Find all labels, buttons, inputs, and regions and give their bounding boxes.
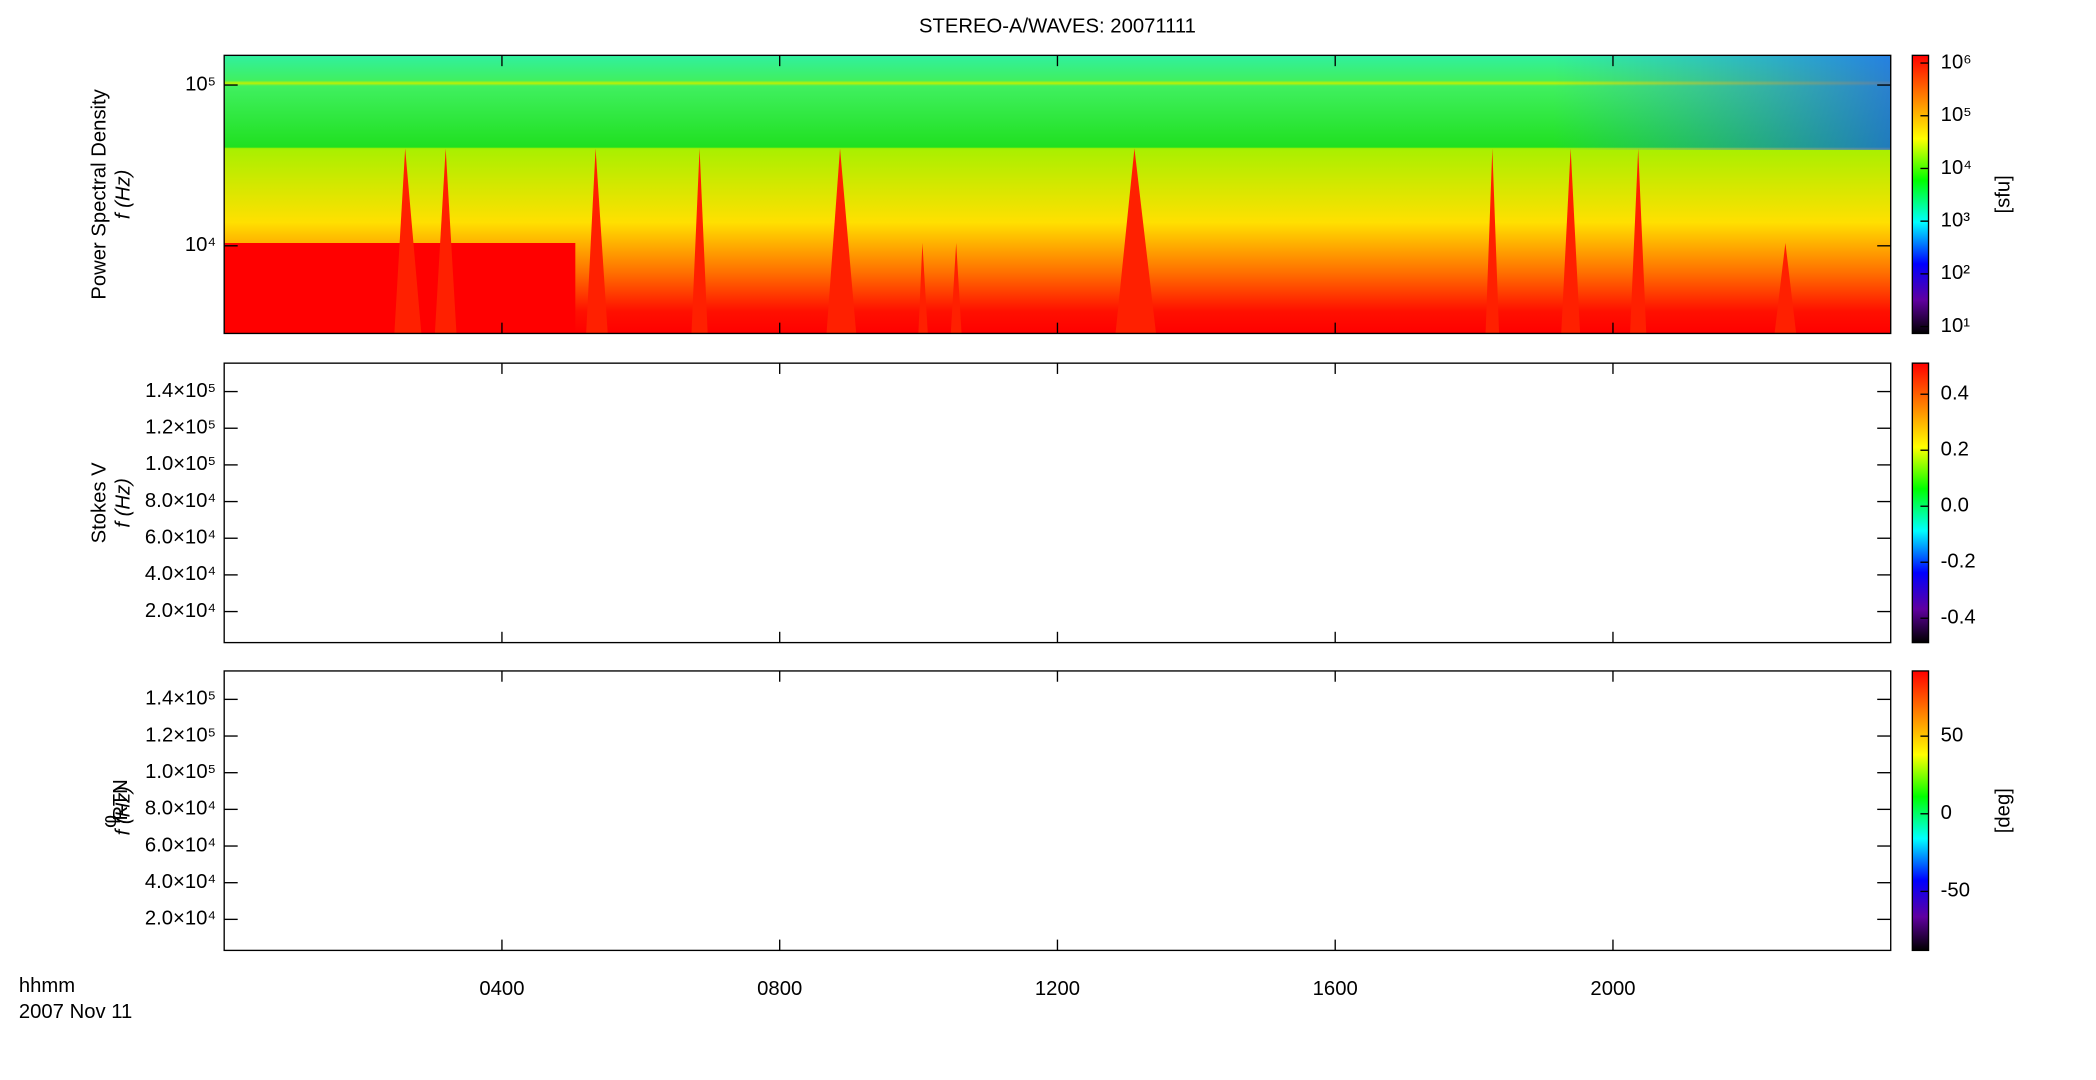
y-axis-quantity-subscript: RTN: [110, 779, 132, 820]
colorbar-tick-label: -0.2: [1941, 551, 1976, 573]
chart-title: STEREO-A/WAVES: 20071111: [919, 15, 1196, 37]
y-tick-label: 4.0×10⁴: [145, 871, 216, 893]
y-tick-label: 1.2×10⁵: [145, 724, 216, 746]
colorbar: [1911, 362, 1930, 644]
y-tick-label: 8.0×10⁴: [145, 490, 216, 512]
colorbar-label: [sfu]: [1993, 175, 2015, 213]
y-tick-label: 6.0×10⁴: [145, 527, 216, 549]
colorbar-tick-label: 0: [1941, 802, 1952, 824]
colorbar: [1911, 54, 1930, 335]
colorbar-tick-label: 0.2: [1941, 439, 1969, 461]
colorbar-label: [deg]: [1993, 788, 2015, 833]
y-tick-label: 1.0×10⁵: [145, 761, 216, 783]
y-axis-label: f (Hz): [113, 786, 135, 835]
colorbar-tick-label: 10⁵: [1941, 104, 1972, 126]
x-axis-label: hhmm: [19, 975, 75, 997]
y-axis-quantity: Stokes V: [88, 462, 110, 544]
y-tick-label: 10⁵: [185, 73, 216, 95]
y-axis-label: f (Hz): [113, 170, 135, 219]
colorbar-tick-label: 10²: [1941, 262, 1971, 284]
y-axis-quantity: φ: [99, 815, 121, 828]
plot-frame: [223, 362, 1892, 644]
y-axis-label: f (Hz): [113, 478, 135, 527]
x-tick-label: 0400: [479, 978, 524, 1000]
x-tick-label: 1600: [1313, 978, 1358, 1000]
colorbar-tick-label: 0.0: [1941, 495, 1969, 517]
y-tick-label: 1.4×10⁵: [145, 380, 216, 402]
colorbar-tick-label: 10⁶: [1941, 51, 1972, 73]
colorbar-tick-label: 0.4: [1941, 383, 1969, 405]
plot-frame: [223, 670, 1892, 952]
x-tick-label: 2000: [1590, 978, 1635, 1000]
y-tick-label: 4.0×10⁴: [145, 563, 216, 585]
y-tick-label: 6.0×10⁴: [145, 834, 216, 856]
x-axis-label: 2007 Nov 11: [19, 1001, 132, 1023]
y-tick-label: 1.4×10⁵: [145, 688, 216, 710]
colorbar-tick-label: 10¹: [1941, 315, 1971, 337]
colorbar-tick-label: -0.4: [1941, 607, 1976, 629]
y-axis-quantity: Power Spectral Density: [88, 88, 110, 299]
y-tick-label: 8.0×10⁴: [145, 798, 216, 820]
colorbar-tick-label: 10³: [1941, 210, 1971, 232]
colorbar-tick-label: 10⁴: [1941, 157, 1972, 179]
x-tick-label: 0800: [757, 978, 802, 1000]
colorbar: [1911, 670, 1930, 952]
y-tick-label: 1.0×10⁵: [145, 453, 216, 475]
y-tick-label: 2.0×10⁴: [145, 600, 216, 622]
y-tick-label: 2.0×10⁴: [145, 908, 216, 930]
y-tick-label: 10⁴: [185, 234, 216, 256]
x-tick-label: 1200: [1035, 978, 1080, 1000]
colorbar-tick-label: 50: [1941, 725, 1964, 747]
colorbar-tick-label: -50: [1941, 880, 1970, 902]
spectrogram-image: [224, 55, 1891, 334]
y-tick-label: 1.2×10⁵: [145, 417, 216, 439]
